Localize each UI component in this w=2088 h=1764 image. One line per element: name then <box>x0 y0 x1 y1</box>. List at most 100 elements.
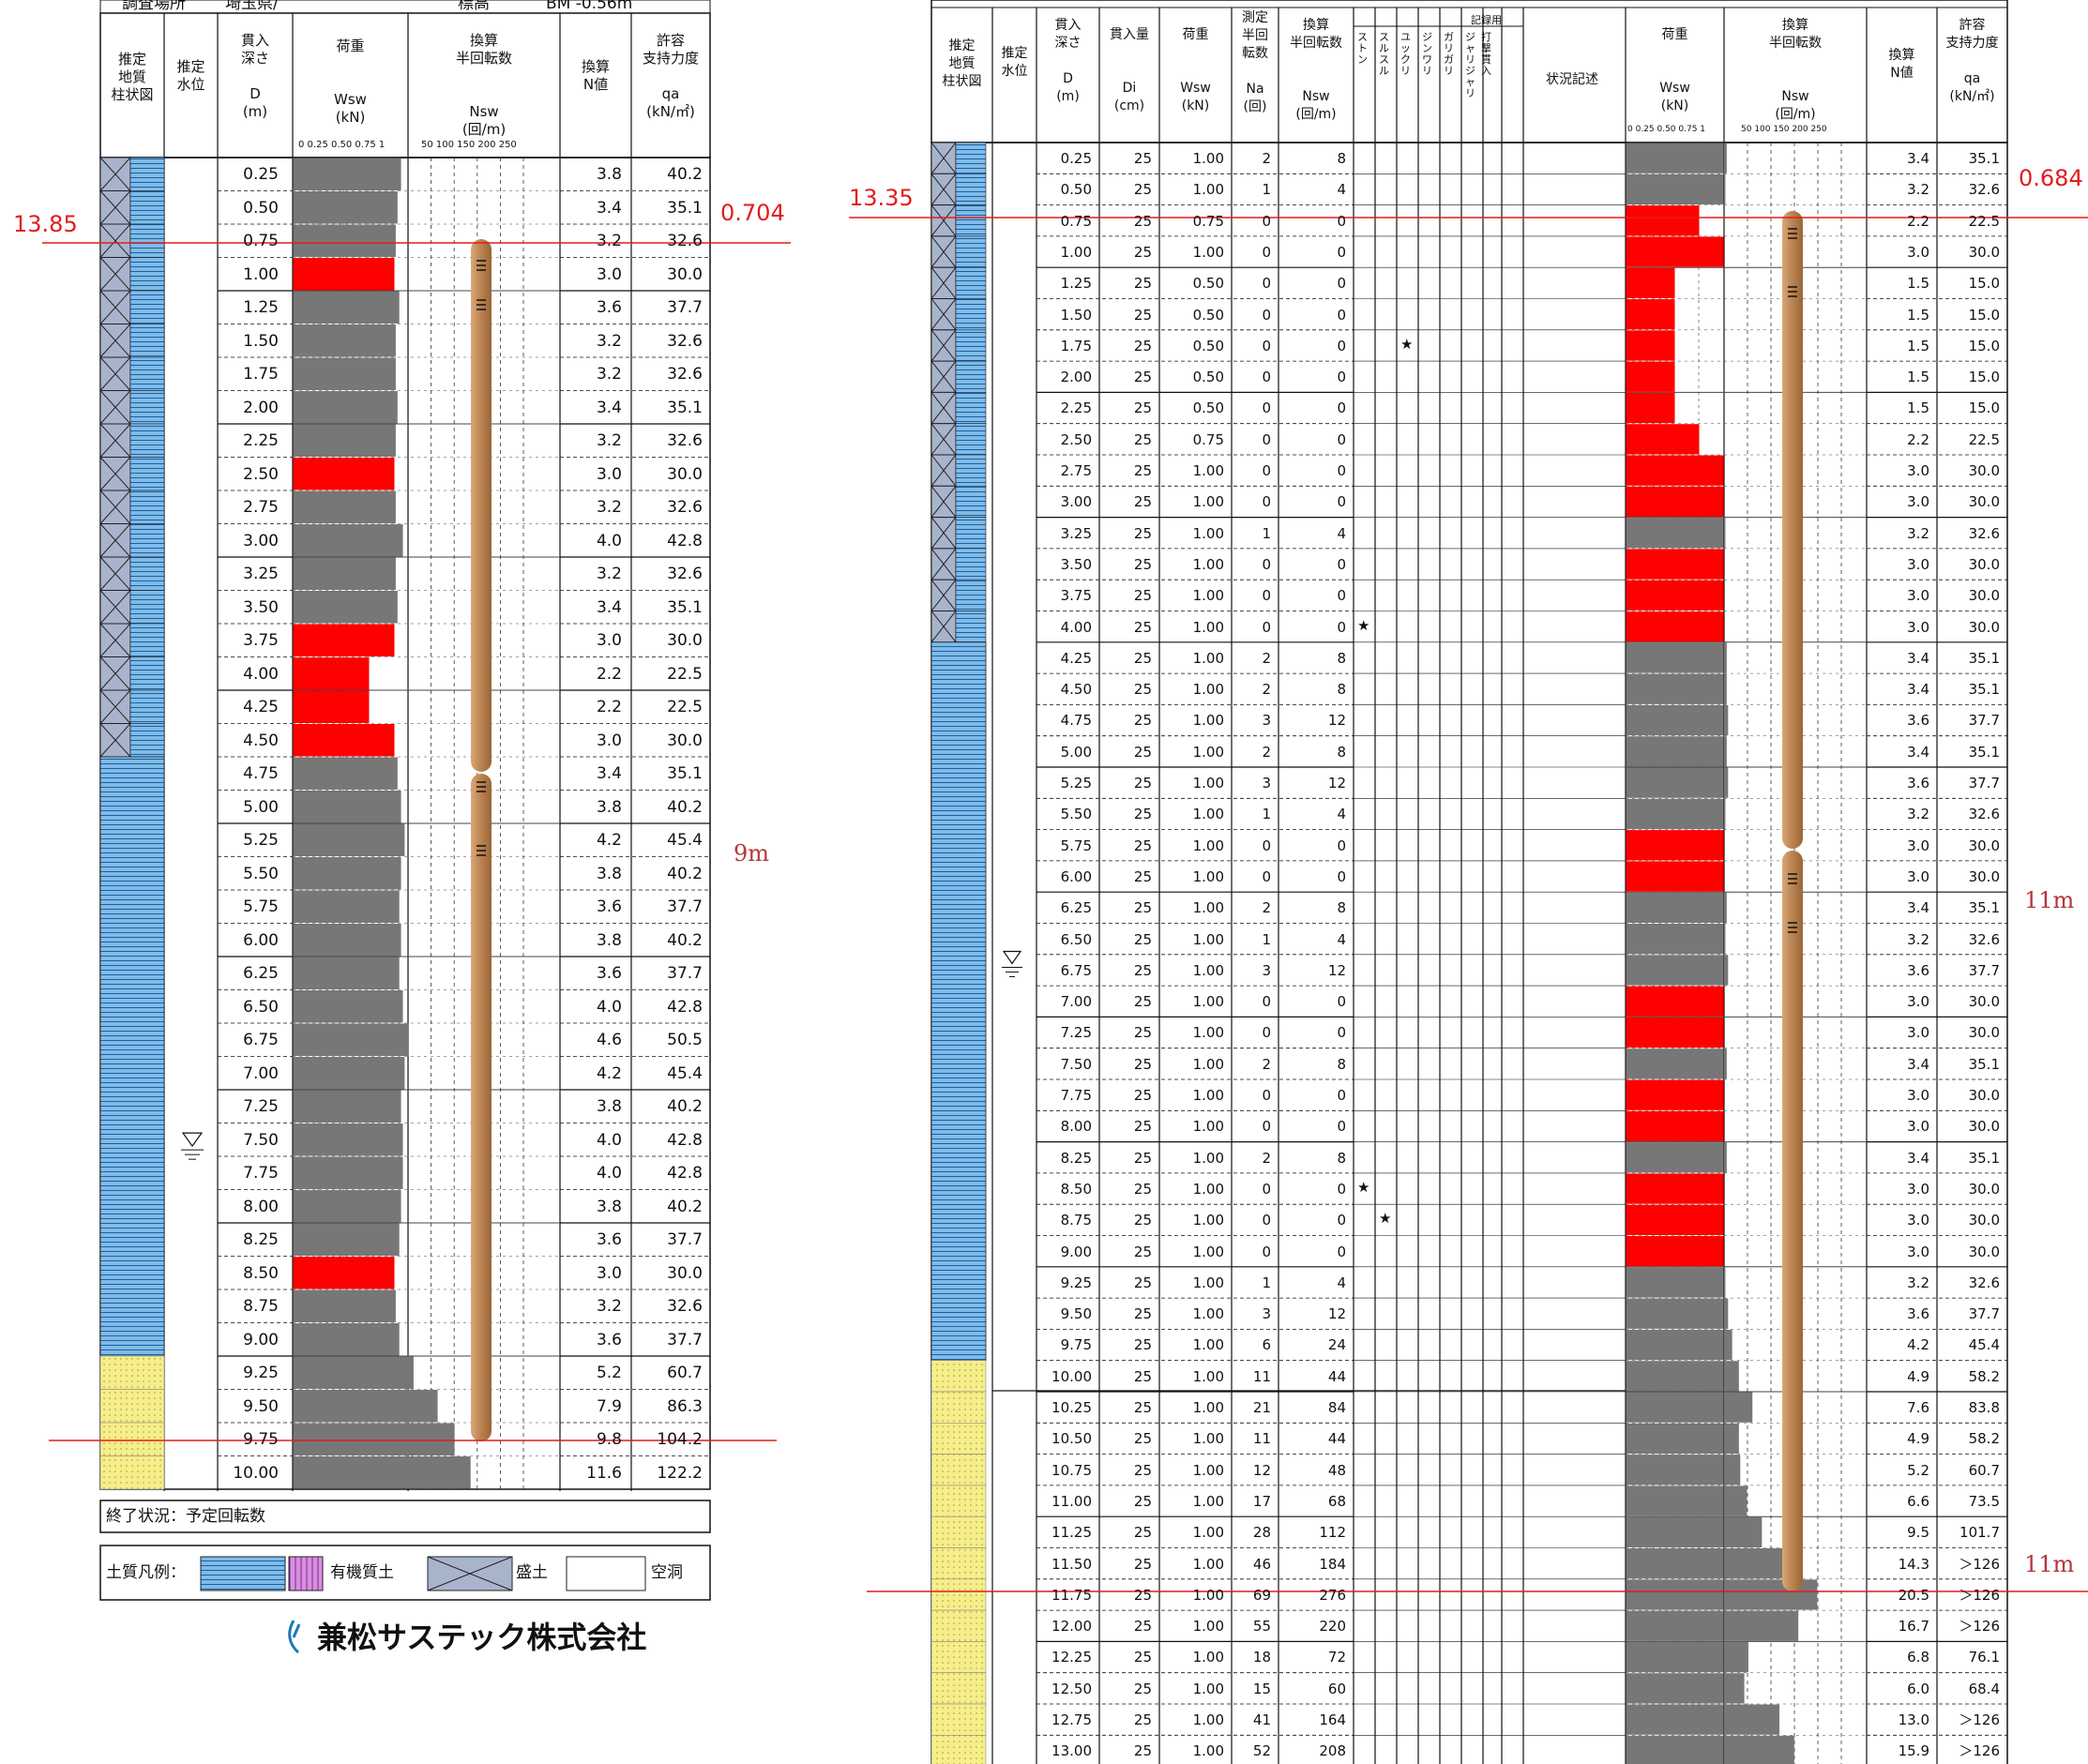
depth-cell: 6.75 <box>1060 961 1092 979</box>
depth-cell: 1.75 <box>243 365 279 384</box>
depth-cell: 7.75 <box>243 1164 279 1183</box>
na-cell: 0 <box>1262 837 1271 854</box>
length-annotation: 9m <box>734 840 770 867</box>
load-bar <box>293 557 395 590</box>
na-cell: 0 <box>1262 1118 1271 1136</box>
load-bar <box>1626 1267 1724 1298</box>
nsw-bar <box>394 391 398 424</box>
n-value-cell: 3.6 <box>596 1330 622 1349</box>
nsw-cell: 0 <box>1337 618 1346 636</box>
nsw-cell: 0 <box>1337 430 1346 448</box>
na-cell: 0 <box>1262 867 1271 885</box>
di-cell: 25 <box>1133 961 1152 979</box>
legend-organic-label: 有機質土 <box>330 1563 394 1582</box>
depth-cell: 5.75 <box>1060 837 1092 854</box>
n-value-cell: 3.2 <box>1907 806 1929 823</box>
header-na: 測定 半回 転数 Na (回) <box>1242 10 1268 114</box>
na-cell: 2 <box>1262 899 1271 917</box>
sand-layer <box>931 1609 987 1642</box>
na-cell: 0 <box>1262 1212 1271 1229</box>
nsw-bar <box>394 1423 455 1455</box>
pile-upper <box>471 239 492 772</box>
load-bar <box>293 1190 395 1223</box>
nsw-bar <box>1724 1329 1732 1361</box>
nsw-cell: 0 <box>1337 555 1346 573</box>
nsw-bar <box>1724 1048 1727 1079</box>
load-cell: 1.00 <box>1192 462 1224 479</box>
qa-cell: 15.0 <box>1968 306 2000 324</box>
legend-silt-swatch <box>200 1556 286 1591</box>
load-bar <box>1626 330 1675 361</box>
depth-cell: 3.00 <box>243 531 279 550</box>
n-value-cell: 3.8 <box>596 1197 622 1216</box>
na-cell: 12 <box>1252 1461 1271 1479</box>
qa-cell: 15.0 <box>1968 275 2000 293</box>
depth-cell: 7.00 <box>1060 993 1092 1011</box>
load-bar <box>1626 1673 1724 1704</box>
load-cell: 1.00 <box>1192 1649 1224 1666</box>
nsw-bar <box>394 557 396 590</box>
depth-cell: 4.50 <box>1060 681 1092 699</box>
depth-cell: 11.25 <box>1052 1524 1092 1542</box>
load-cell: 0.50 <box>1192 400 1224 417</box>
na-cell: 0 <box>1262 430 1271 448</box>
di-cell: 25 <box>1133 899 1152 917</box>
di-cell: 25 <box>1133 555 1152 573</box>
n-value-cell: 3.2 <box>596 565 622 583</box>
depth-cell: 6.50 <box>243 997 279 1017</box>
soil-legend-label: 土質凡例： <box>106 1563 186 1582</box>
nsw-cell: 276 <box>1319 1586 1346 1604</box>
load-bar <box>293 890 395 923</box>
qa-cell: 101.7 <box>1959 1524 2000 1542</box>
water-level-icon <box>1002 950 1022 965</box>
n-value-cell: 11.6 <box>586 1463 622 1483</box>
n-value-cell: 3.0 <box>1907 867 1929 885</box>
load-bar <box>1626 580 1724 611</box>
header-geo-column: 推定 地質 柱状図 <box>111 51 154 103</box>
header-geo-column: 推定 地質 柱状図 <box>942 38 982 89</box>
header-record-col: ユックリ <box>1400 31 1411 77</box>
di-cell: 25 <box>1133 1180 1152 1198</box>
depth-cell: 10.00 <box>233 1463 279 1483</box>
silt-layer <box>99 756 165 1357</box>
nsw-bar <box>394 924 401 957</box>
n-value-cell: 3.2 <box>596 365 622 384</box>
length-annotation: 11m <box>2024 1551 2075 1577</box>
na-cell: 21 <box>1252 1399 1271 1416</box>
load-bar <box>1626 1236 1724 1267</box>
nsw-cell: 12 <box>1327 712 1346 730</box>
depth-cell: 2.75 <box>1060 462 1092 479</box>
na-cell: 0 <box>1262 493 1271 511</box>
n-value-cell: 3.4 <box>1907 743 1929 761</box>
n-value-cell: 3.2 <box>596 1297 622 1316</box>
qa-cell: 30.0 <box>1968 837 2000 854</box>
qa-cell: 32.6 <box>667 365 703 384</box>
n-value-cell: 3.2 <box>1907 181 1929 199</box>
load-cell: 1.00 <box>1192 1336 1224 1354</box>
n-value-cell: 5.2 <box>1907 1461 1929 1479</box>
depth-cell: 1.75 <box>1060 337 1092 354</box>
load-bar <box>1626 642 1724 673</box>
load-cell: 1.00 <box>1192 618 1224 636</box>
nsw-cell: 0 <box>1337 369 1346 386</box>
nsw-cell: 0 <box>1337 243 1346 261</box>
nsw-bar <box>394 1356 414 1389</box>
nsw-cell: 0 <box>1337 993 1346 1011</box>
n-value-cell: 3.6 <box>1907 775 1929 792</box>
load-cell: 1.00 <box>1192 1711 1224 1728</box>
na-cell: 0 <box>1262 337 1271 354</box>
nsw-cell: 4 <box>1337 181 1346 199</box>
load-cell: 1.00 <box>1192 775 1224 792</box>
di-cell: 25 <box>1133 275 1152 293</box>
n-value-cell: 6.8 <box>1907 1649 1929 1666</box>
qa-cell: 45.4 <box>667 1063 703 1083</box>
load-bar <box>293 624 395 656</box>
n-value-cell: 3.0 <box>596 731 622 750</box>
sand-layer <box>931 1578 987 1611</box>
di-cell: 25 <box>1133 1055 1152 1073</box>
n-value-cell: 3.0 <box>1907 618 1929 636</box>
qa-cell: 40.2 <box>667 864 703 883</box>
nsw-bar <box>1724 798 1726 830</box>
depth-cell: 12.00 <box>1052 1618 1092 1636</box>
